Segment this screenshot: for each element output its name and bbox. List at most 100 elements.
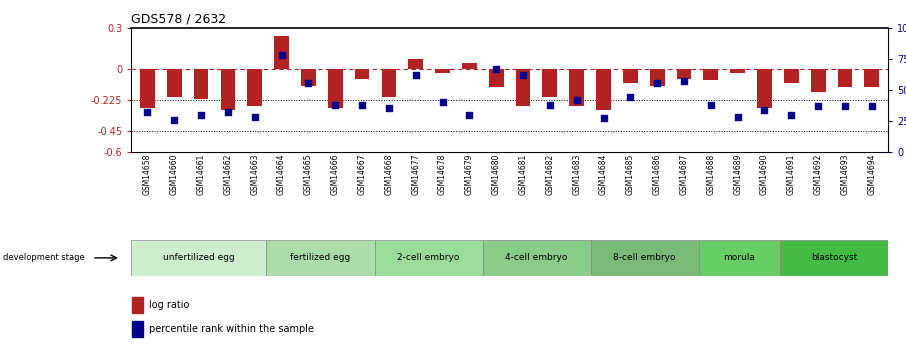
Bar (301, 69, 316, 86)
Bar (623, 69, 638, 83)
Bar (837, 69, 853, 87)
Bar (328, 69, 342, 108)
Text: GSM14690: GSM14690 (760, 154, 769, 195)
Bar (757, 69, 772, 108)
Bar (699, 240, 780, 276)
Bar (591, 240, 699, 276)
Point (650, 81, 664, 86)
Bar (596, 69, 611, 110)
Text: GSM14694: GSM14694 (867, 154, 876, 195)
Bar (194, 69, 208, 99)
Bar (140, 69, 155, 108)
Bar (132, 321, 143, 337)
Point (757, 107, 772, 112)
Text: GSM14689: GSM14689 (733, 154, 742, 195)
Point (381, 106, 396, 111)
Point (704, 102, 718, 107)
Text: GSM14680: GSM14680 (492, 154, 501, 195)
Text: GSM14663: GSM14663 (250, 154, 259, 195)
Bar (784, 69, 799, 83)
Point (462, 112, 477, 117)
Bar (132, 297, 143, 313)
Point (328, 102, 342, 107)
Bar (650, 69, 664, 86)
Text: GDS578 / 2632: GDS578 / 2632 (131, 12, 226, 25)
Text: GSM14681: GSM14681 (518, 154, 527, 195)
Bar (247, 69, 262, 106)
Text: GSM14691: GSM14691 (786, 154, 795, 195)
Bar (266, 240, 374, 276)
Bar (569, 69, 584, 106)
Text: GSM14683: GSM14683 (573, 154, 581, 195)
Text: GSM14678: GSM14678 (439, 154, 447, 195)
Point (355, 102, 370, 107)
Point (811, 103, 825, 109)
Text: 8-cell embryo: 8-cell embryo (613, 253, 676, 263)
Bar (275, 36, 289, 69)
Bar (483, 240, 591, 276)
Bar (409, 59, 423, 69)
Text: GSM14662: GSM14662 (224, 154, 233, 195)
Text: GSM14667: GSM14667 (358, 154, 367, 195)
Text: GSM14685: GSM14685 (626, 154, 635, 195)
Text: GSM14666: GSM14666 (331, 154, 340, 195)
Point (301, 81, 315, 86)
Text: log ratio: log ratio (149, 300, 190, 310)
Text: 4-cell embryo: 4-cell embryo (506, 253, 568, 263)
Point (247, 114, 262, 120)
Point (730, 114, 745, 120)
Text: GSM14679: GSM14679 (465, 154, 474, 195)
Text: GSM14661: GSM14661 (197, 154, 206, 195)
Point (596, 116, 611, 121)
Text: GSM14693: GSM14693 (841, 154, 850, 195)
Text: blastocyst: blastocyst (811, 253, 857, 263)
Bar (355, 69, 370, 79)
Point (140, 109, 155, 115)
Point (838, 103, 853, 109)
Text: GSM14677: GSM14677 (411, 154, 420, 195)
Bar (131, 240, 266, 276)
Point (623, 95, 638, 100)
Bar (167, 69, 182, 97)
Text: GSM14665: GSM14665 (304, 154, 313, 195)
Bar (381, 69, 396, 97)
Point (864, 103, 879, 109)
Text: development stage: development stage (3, 253, 84, 263)
Text: percentile rank within the sample: percentile rank within the sample (149, 324, 314, 334)
Bar (220, 69, 236, 110)
Bar (730, 69, 745, 73)
Point (543, 102, 557, 107)
Text: GSM14684: GSM14684 (599, 154, 608, 195)
Text: GSM14688: GSM14688 (707, 154, 716, 195)
Point (409, 72, 423, 78)
Bar (703, 69, 718, 80)
Text: GSM14686: GSM14686 (652, 154, 661, 195)
Point (275, 52, 289, 58)
Point (677, 78, 691, 84)
Bar (543, 69, 557, 97)
Point (167, 117, 181, 122)
Bar (811, 69, 825, 92)
Bar (462, 63, 477, 69)
Bar (677, 69, 691, 79)
Text: unfertilized egg: unfertilized egg (163, 253, 235, 263)
Text: GSM14692: GSM14692 (814, 154, 823, 195)
Text: GSM14668: GSM14668 (384, 154, 393, 195)
Bar (864, 69, 879, 87)
Point (489, 66, 504, 71)
Text: GSM14660: GSM14660 (169, 154, 178, 195)
Point (784, 112, 798, 117)
Text: GSM14664: GSM14664 (277, 154, 286, 195)
Text: morula: morula (723, 253, 756, 263)
Point (570, 97, 584, 102)
Text: GSM14682: GSM14682 (545, 154, 554, 195)
Point (194, 112, 208, 117)
Text: 2-cell embryo: 2-cell embryo (398, 253, 459, 263)
Point (221, 109, 236, 115)
Bar (435, 69, 450, 73)
Text: GSM14658: GSM14658 (143, 154, 152, 195)
Point (435, 99, 449, 105)
Bar (489, 69, 504, 87)
Bar (780, 240, 888, 276)
Text: GSM14687: GSM14687 (680, 154, 689, 195)
